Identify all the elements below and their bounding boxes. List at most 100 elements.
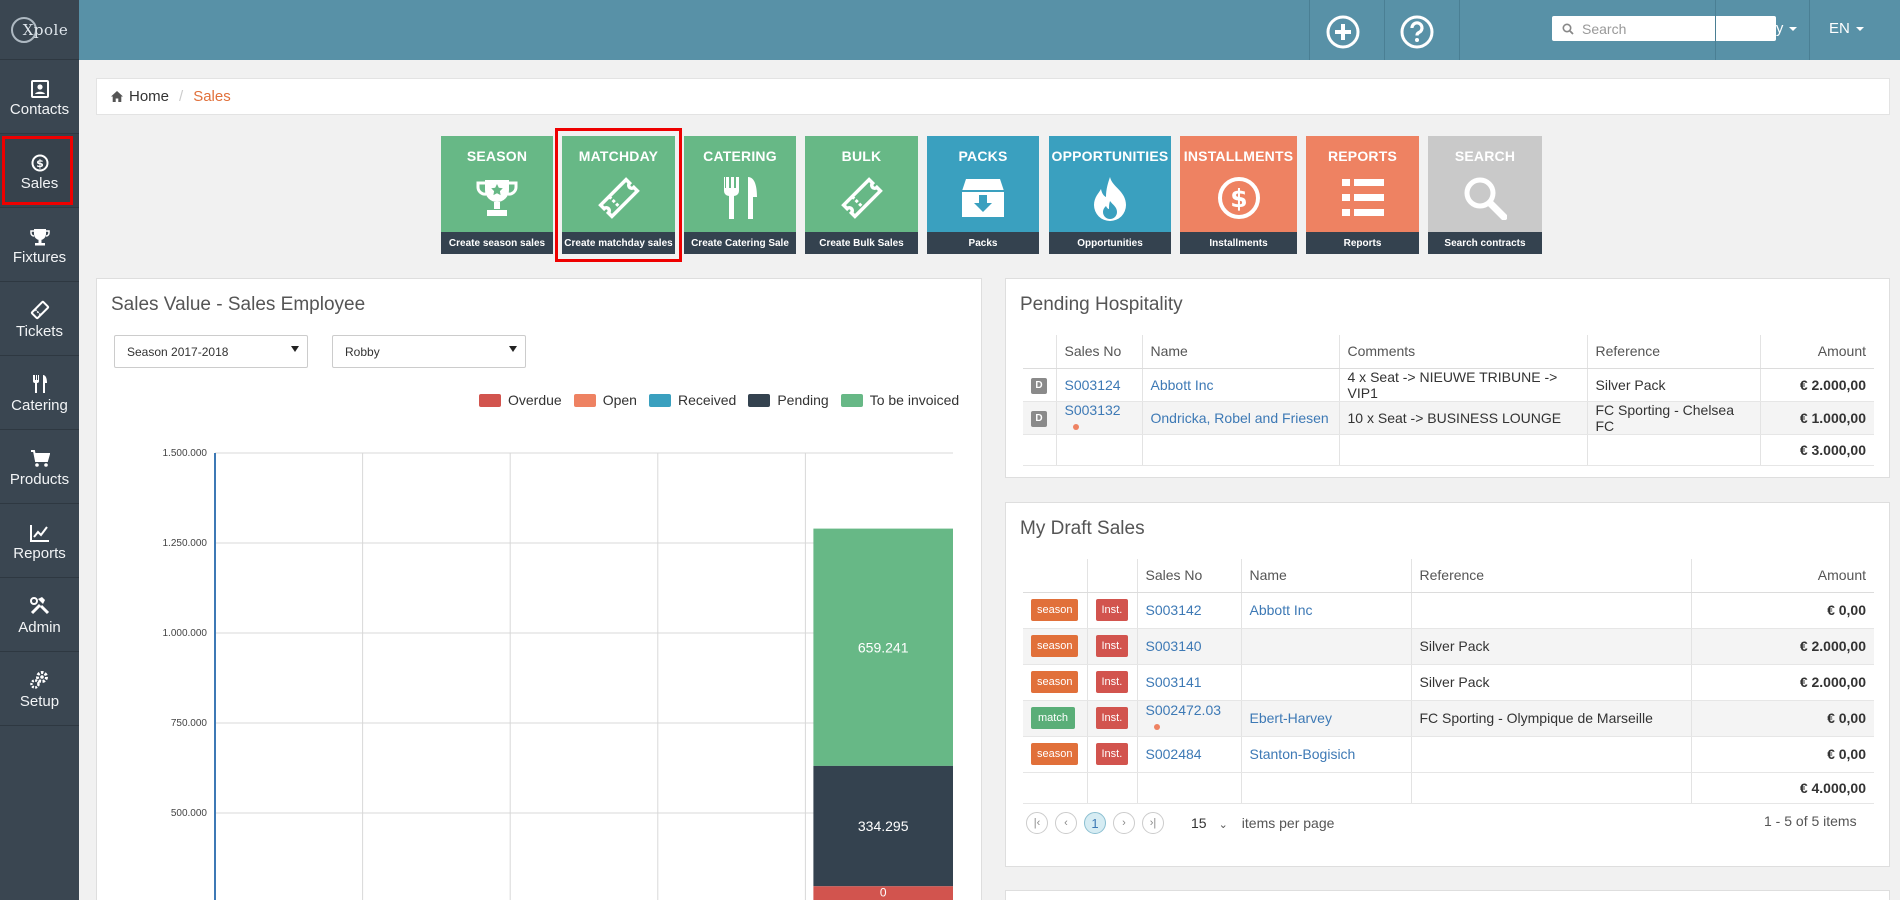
search-icon bbox=[1464, 177, 1507, 220]
breadcrumb-home-link[interactable]: Home bbox=[129, 88, 170, 105]
table-row[interactable]: D S003132 Ondricka, Robel and Friesen 10… bbox=[1023, 401, 1874, 435]
sidebar-item-catering[interactable]: Catering bbox=[0, 356, 79, 430]
sidebar-item-label: Reports bbox=[13, 544, 66, 562]
tile-installments[interactable]: INSTALLMENTS $ Installments bbox=[1180, 136, 1297, 254]
column-header[interactable]: Amount bbox=[1690, 559, 1874, 593]
sales-no-link[interactable]: S003132 bbox=[1064, 401, 1121, 418]
contact-name-link[interactable]: Abbott Inc bbox=[1249, 602, 1313, 618]
sales-no-link[interactable]: S003124 bbox=[1064, 376, 1121, 393]
tile-search[interactable]: SEARCH Search contracts bbox=[1428, 136, 1542, 254]
y-tick-label: 750.000 bbox=[171, 718, 208, 729]
season-select[interactable]: Season 2017-2018 bbox=[114, 335, 308, 368]
table-row[interactable]: season Inst. S003142 Abbott Inc € 0,00 bbox=[1023, 592, 1874, 629]
help-button[interactable] bbox=[1400, 15, 1434, 49]
sidebar-item-products[interactable]: Products bbox=[0, 430, 79, 504]
tile-packs[interactable]: PACKS Packs bbox=[927, 136, 1039, 254]
sale-type-badge: season bbox=[1031, 671, 1079, 693]
contact-name-link[interactable]: Ondricka, Robel and Friesen bbox=[1150, 409, 1329, 426]
page-size-select[interactable]: 15 ⌄ bbox=[1191, 815, 1228, 831]
sidebar-item-sales[interactable]: $ Sales bbox=[0, 134, 79, 208]
comments-cell: 10 x Seat -> BUSINESS LOUNGE bbox=[1338, 401, 1587, 435]
column-header[interactable]: Sales No bbox=[1136, 559, 1241, 593]
table-row[interactable]: D S003124 Abbott Inc 4 x Seat -> NIEUWE … bbox=[1023, 368, 1874, 402]
legend-item-pending[interactable]: Pending bbox=[748, 392, 829, 408]
first-page-button[interactable]: |‹ bbox=[1026, 812, 1048, 834]
sales-no-link[interactable]: S003140 bbox=[1145, 638, 1202, 654]
global-search[interactable] bbox=[1552, 16, 1776, 41]
tile-matchday[interactable]: MATCHDAY Create matchday sales bbox=[562, 136, 675, 254]
search-input[interactable] bbox=[1582, 20, 1762, 37]
legend-swatch bbox=[840, 393, 863, 407]
cutlery-icon bbox=[31, 372, 49, 394]
tile-catering[interactable]: CATERING Create Catering Sale bbox=[684, 136, 796, 254]
data-label: 334.295 bbox=[858, 818, 909, 834]
installment-badge: Inst. bbox=[1095, 671, 1129, 693]
breadcrumb: Home / Sales bbox=[96, 78, 1890, 115]
cutlery-icon bbox=[724, 177, 757, 219]
language-menu[interactable]: EN bbox=[1829, 20, 1864, 37]
prev-page-button[interactable]: ‹ bbox=[1055, 812, 1077, 834]
column-header[interactable]: Name bbox=[1240, 559, 1411, 593]
tile-title: BULK bbox=[841, 148, 882, 164]
header-divider bbox=[1809, 0, 1810, 60]
sales-no-link[interactable]: S002472.03 bbox=[1145, 702, 1222, 718]
tile-footer: Opportunities bbox=[1049, 232, 1171, 254]
top-header bbox=[79, 0, 1900, 60]
sales-no-link[interactable]: S003142 bbox=[1145, 602, 1202, 618]
tile-footer: Create matchday sales bbox=[562, 232, 675, 254]
page-number-button[interactable]: 1 bbox=[1084, 812, 1106, 834]
bar-segment-to-be-invoiced bbox=[813, 528, 953, 766]
sidebar-item-contacts[interactable]: Contacts bbox=[0, 60, 79, 134]
gears-icon bbox=[29, 668, 51, 690]
legend-item-received[interactable]: Received bbox=[648, 392, 736, 408]
table-row[interactable]: season Inst. S003141 Silver Pack € 2.000… bbox=[1023, 664, 1874, 701]
column-header[interactable]: Comments bbox=[1338, 335, 1587, 369]
legend-item-to-be-invoiced[interactable]: To be invoiced bbox=[840, 392, 959, 408]
bar-segment-overdue bbox=[813, 886, 953, 900]
first-page-icon: |‹ bbox=[1033, 817, 1041, 829]
column-header[interactable]: Sales No bbox=[1055, 335, 1142, 369]
column-header[interactable]: Amount bbox=[1759, 335, 1874, 369]
column-header[interactable]: Reference bbox=[1410, 559, 1691, 593]
contact-name-link[interactable]: Ebert-Harvey bbox=[1249, 710, 1332, 726]
caret-down-icon bbox=[1855, 27, 1864, 32]
tile-reports[interactable]: REPORTS Reports bbox=[1306, 136, 1419, 254]
tile-bulk[interactable]: BULK Create Bulk Sales bbox=[805, 136, 918, 254]
legend-item-overdue[interactable]: Overdue bbox=[479, 392, 562, 408]
legend-swatch bbox=[748, 393, 771, 407]
sales-no-link[interactable]: S002484 bbox=[1145, 746, 1202, 762]
tools-icon bbox=[29, 594, 51, 616]
chart-icon bbox=[29, 520, 50, 542]
sidebar-item-label: Admin bbox=[18, 618, 61, 636]
comments-cell: 4 x Seat -> NIEUWE TRIBUNE -> VIP1 bbox=[1338, 368, 1587, 402]
header-divider bbox=[1715, 0, 1716, 60]
tile-season[interactable]: SEASON Create season sales bbox=[441, 136, 553, 254]
add-new-button[interactable] bbox=[1326, 15, 1360, 49]
next-page-button[interactable]: › bbox=[1113, 812, 1135, 834]
sidebar-item-setup[interactable]: Setup bbox=[0, 652, 79, 726]
table-row[interactable]: match Inst. S002472.03 Ebert-Harvey FC S… bbox=[1023, 700, 1874, 737]
table-row[interactable]: season Inst. S003140 Silver Pack € 2.000… bbox=[1023, 628, 1874, 665]
sale-type-badge: match bbox=[1031, 707, 1075, 729]
last-page-button[interactable]: ›| bbox=[1142, 812, 1164, 834]
sidebar-item-tickets[interactable]: Tickets bbox=[0, 282, 79, 356]
matchday-tile-highlight bbox=[555, 128, 682, 262]
employee-select[interactable]: Robby bbox=[332, 335, 526, 368]
legend-item-open[interactable]: Open bbox=[573, 392, 637, 408]
user-menu[interactable]: Robby bbox=[1740, 20, 1798, 37]
contacts-icon bbox=[30, 76, 49, 98]
column-header[interactable]: Name bbox=[1141, 335, 1339, 369]
sales-no-link[interactable]: S003141 bbox=[1145, 674, 1202, 690]
table-row[interactable]: season Inst. S002484 Stanton-Bogisich € … bbox=[1023, 736, 1874, 773]
sidebar-item-reports[interactable]: Reports bbox=[0, 504, 79, 578]
sidebar-item-admin[interactable]: Admin bbox=[0, 578, 79, 652]
sidebar-item-fixtures[interactable]: Fixtures bbox=[0, 208, 79, 282]
tile-title: INSTALLMENTS bbox=[1183, 148, 1294, 164]
app-logo[interactable]: Xpole bbox=[0, 0, 79, 60]
column-header[interactable]: Reference bbox=[1586, 335, 1760, 369]
page-size-value: 15 bbox=[1191, 815, 1207, 831]
contact-name-link[interactable]: Stanton-Bogisich bbox=[1249, 746, 1356, 762]
tile-opportunities[interactable]: OPPORTUNITIES Opportunities bbox=[1049, 136, 1171, 254]
contact-name-link[interactable]: Abbott Inc bbox=[1150, 376, 1214, 393]
tile-title: CATERING bbox=[703, 148, 777, 164]
